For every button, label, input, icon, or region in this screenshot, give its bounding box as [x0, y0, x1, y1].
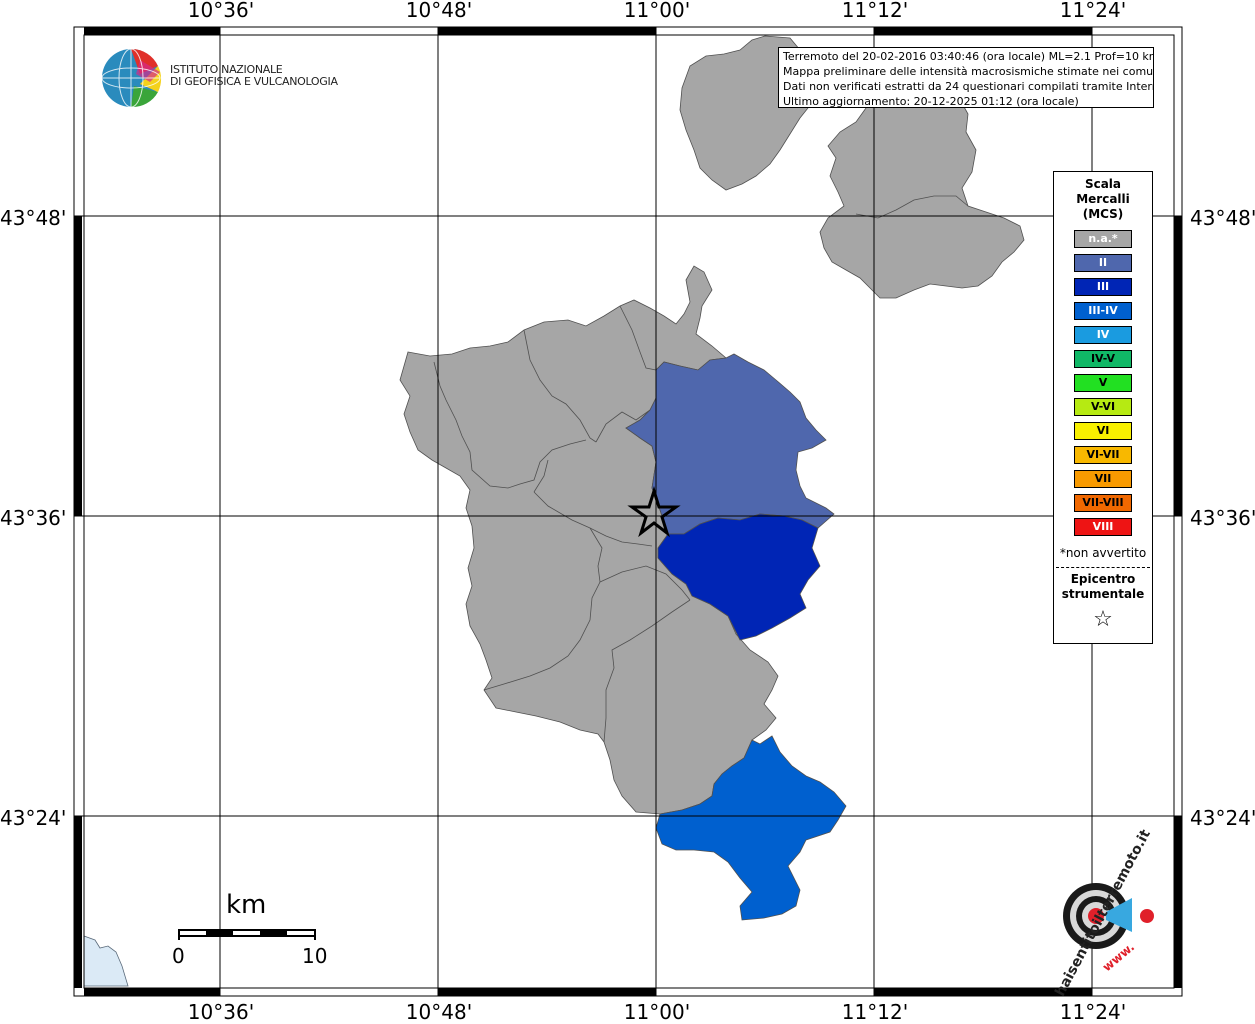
scale-bar: [178, 929, 316, 940]
lon-tick-bottom-4: 11°12': [841, 1000, 909, 1024]
municipality-north-2: [819, 79, 1025, 299]
scale-bar-start: 0: [172, 944, 185, 968]
legend-swatch-na: n.a.*: [1074, 230, 1132, 248]
legend-swatch-VI: VI: [1074, 422, 1132, 440]
lat-tick-right-3: 43°24': [1190, 806, 1255, 830]
lon-tick-top-5: 11°24': [1059, 0, 1127, 22]
epicenter-star: [627, 485, 681, 538]
municipality-intensity-III: [657, 513, 821, 641]
lon-tick-bottom-3: 11°00': [623, 1000, 691, 1024]
municipality-main-grey: [399, 265, 779, 815]
legend-swatch-V: V: [1074, 374, 1132, 392]
legend-swatch-III-IV: III-IV: [1074, 302, 1132, 320]
scale-bar-unit: km: [226, 890, 267, 920]
lat-tick-right-2: 43°36': [1190, 506, 1255, 530]
lon-tick-bottom-5: 11°24': [1059, 1000, 1127, 1024]
legend-title-line2: Mercalli: [1076, 192, 1130, 206]
legend-swatch-II: II: [1074, 254, 1132, 272]
legend-title-line3: (MCS): [1082, 207, 1124, 221]
info-line-4: Ultimo aggiornamento: 20-12-2025 01:12 (…: [783, 95, 1079, 108]
lat-tick-left-2: 43°36': [0, 506, 67, 530]
lon-tick-bottom-1: 10°36': [187, 1000, 255, 1024]
municipality-intensity-II: [625, 353, 835, 535]
ingv-globe-icon: [101, 48, 162, 108]
info-line-2: Mappa preliminare delle intensità macros…: [783, 65, 1154, 78]
legend-swatch-VII: VII: [1074, 470, 1132, 488]
legend-title: Scala Mercalli (MCS): [1054, 177, 1152, 222]
intensity-legend: Scala Mercalli (MCS) n.a.* II III III-IV…: [1053, 171, 1153, 644]
legend-swatch-IV-V: IV-V: [1074, 350, 1132, 368]
municipality-north-2-border: [855, 195, 969, 219]
lon-tick-top-3: 11°00': [623, 0, 691, 22]
sea-area: [83, 935, 129, 987]
legend-epicenter-title: Epicentro strumentale: [1054, 572, 1152, 602]
info-line-3: Dati non verificati estratti da 24 quest…: [783, 80, 1154, 93]
info-line-1: Terremoto del 20-02-2016 03:40:46 (ora l…: [783, 50, 1154, 63]
municipality-intensity-III-IV: [655, 735, 847, 921]
legend-epicenter-line2: strumentale: [1061, 587, 1145, 601]
frame-bars: [74, 27, 1182, 996]
ingv-logo-text: ISTITUTO NAZIONALE DI GEOFISICA E VULCAN…: [170, 64, 338, 88]
legend-swatch-VIII: VIII: [1074, 518, 1132, 536]
scale-bar-end: 10: [302, 944, 328, 968]
legend-epicenter-line1: Epicentro: [1070, 572, 1136, 586]
lat-tick-left-1: 43°48': [0, 206, 67, 230]
legend-title-line1: Scala: [1084, 177, 1122, 191]
hsit-logo-icon: [1063, 883, 1154, 949]
legend-star-icon: ☆: [1093, 607, 1113, 632]
municipal-borders: [433, 305, 691, 743]
event-info-box: Terremoto del 20-02-2016 03:40:46 (ora l…: [778, 47, 1154, 108]
lat-tick-left-3: 43°24': [0, 806, 67, 830]
legend-swatch-III: III: [1074, 278, 1132, 296]
lon-tick-top-4: 11°12': [841, 0, 909, 22]
legend-swatch-VI-VII: VI-VII: [1074, 446, 1132, 464]
legend-swatch-IV: IV: [1074, 326, 1132, 344]
legend-swatch-VII-VIII: VII-VIII: [1074, 494, 1132, 512]
ingv-logo-line2: DI GEOFISICA E VULCANOLOGIA: [170, 75, 338, 88]
lon-tick-bottom-2: 10°48': [405, 1000, 473, 1024]
lat-tick-right-1: 43°48': [1190, 206, 1255, 230]
legend-separator: [1056, 567, 1150, 568]
ingv-logo-line1: ISTITUTO NAZIONALE: [170, 63, 283, 76]
lon-tick-top-2: 10°48': [405, 0, 473, 22]
legend-not-felt-note: *non avvertito: [1059, 546, 1147, 560]
lon-tick-top-1: 10°36': [187, 0, 255, 22]
legend-swatch-V-VI: V-VI: [1074, 398, 1132, 416]
